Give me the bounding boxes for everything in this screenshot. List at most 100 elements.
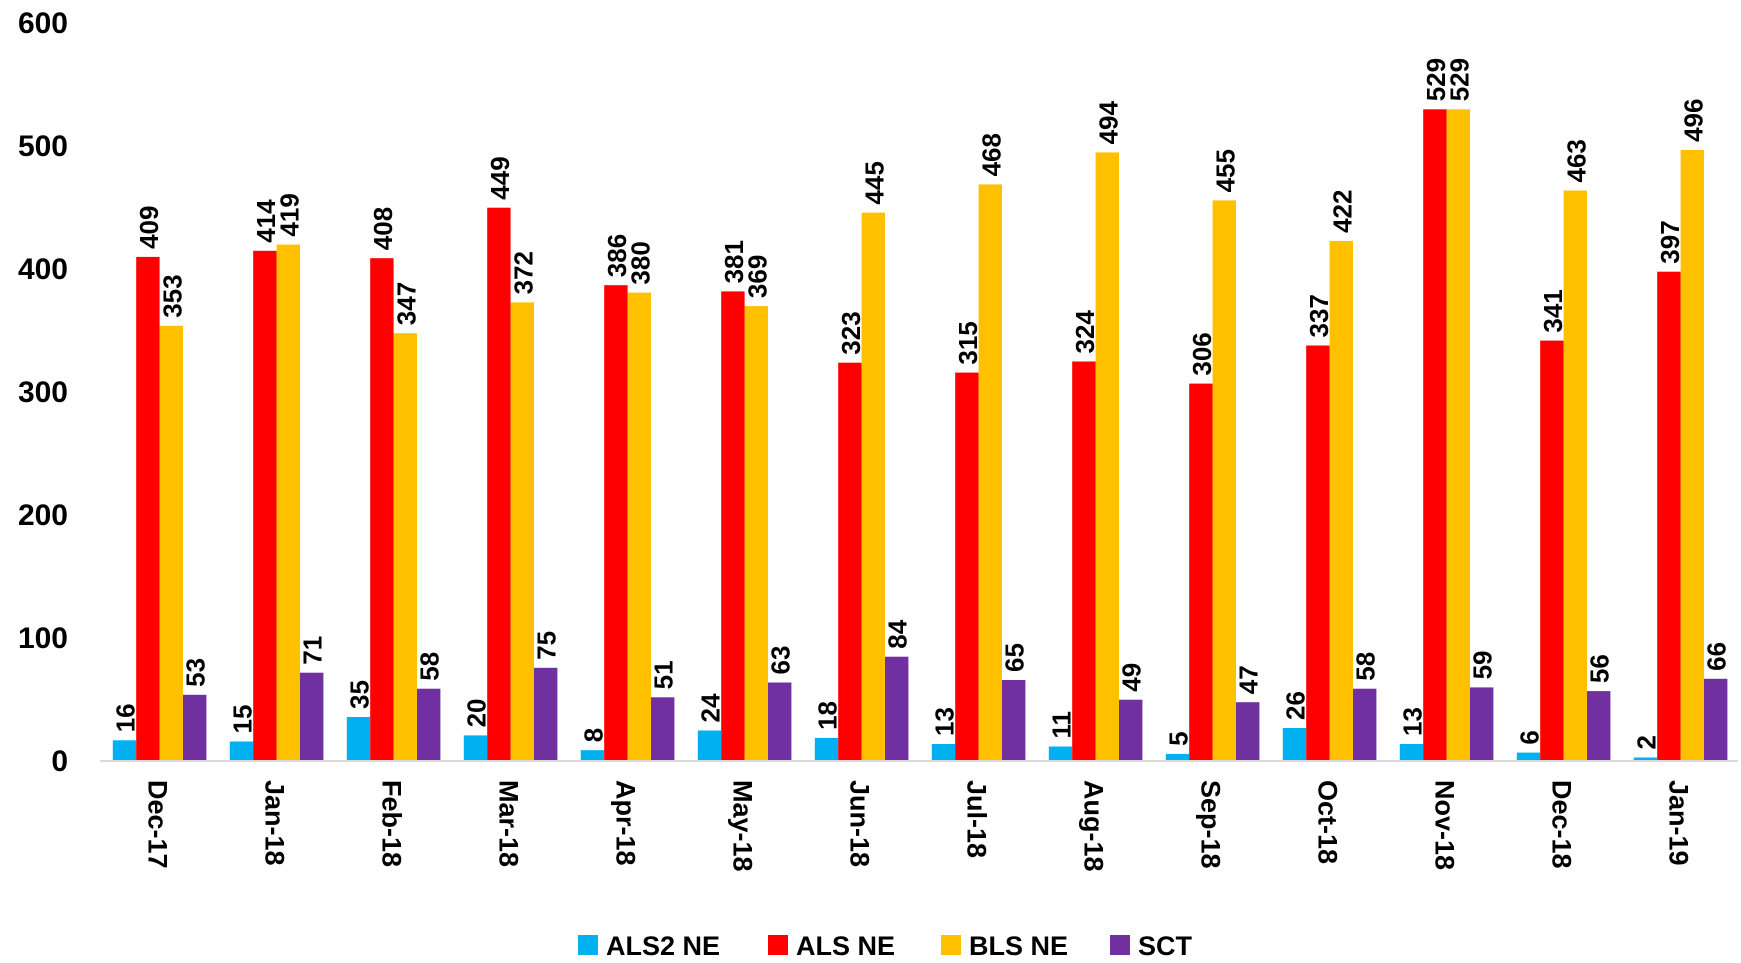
data-label: 49 (1117, 663, 1147, 692)
bar-als-ne (1306, 345, 1330, 760)
bar-als2-ne (1282, 728, 1307, 760)
data-label: 15 (228, 705, 258, 734)
bar-sct (300, 672, 324, 760)
data-label: 24 (696, 693, 726, 722)
bar-als-ne (721, 291, 745, 760)
bar-als2-ne (580, 750, 605, 760)
data-label: 496 (1678, 99, 1708, 142)
data-label: 59 (1468, 650, 1498, 679)
bar-bls-ne (744, 306, 768, 760)
data-label: 369 (742, 255, 772, 298)
bar-bls-ne (1680, 149, 1704, 760)
bar-als2-ne (229, 741, 254, 760)
bar-als-ne (604, 285, 628, 760)
bar-als-ne (1657, 271, 1681, 760)
bar-bls-ne (1212, 200, 1236, 760)
bar-sct (183, 694, 207, 760)
data-label: 5 (1164, 731, 1194, 745)
x-category-label: Jan-19 (1664, 780, 1694, 866)
data-label: 18 (813, 701, 843, 730)
y-tick-label: 600 (18, 7, 68, 40)
bar-bls-ne (861, 212, 885, 761)
data-label: 315 (953, 321, 983, 364)
data-label: 449 (485, 156, 515, 199)
x-category-label: Oct-18 (1313, 780, 1343, 864)
bar-bls-ne (1446, 109, 1470, 761)
bar-bls-ne (276, 244, 300, 761)
data-label: 408 (368, 207, 398, 250)
bar-sct (1002, 680, 1026, 760)
data-label: 16 (111, 703, 141, 732)
x-axis-category-labels: Dec-17 Jan-18 Feb-18 Mar-18 Apr-18 May-18 Jun-… (143, 780, 1694, 872)
x-category-label: Sep-18 (1196, 780, 1226, 869)
x-category-label: Jun-18 (845, 780, 875, 867)
data-label: 468 (976, 133, 1006, 176)
bar-als2-ne (931, 744, 956, 760)
x-category-label: Jan-18 (260, 780, 290, 866)
data-label: 20 (462, 698, 492, 727)
data-label: 409 (134, 206, 164, 249)
bar-als-ne (253, 250, 277, 761)
data-label: 414 (251, 199, 281, 243)
bar-als-ne (1189, 383, 1213, 760)
y-tick-label: 400 (18, 253, 68, 286)
chart-bars (112, 109, 1728, 761)
y-tick-label: 200 (18, 499, 68, 532)
legend-swatch (578, 935, 598, 955)
bar-als2-ne (112, 740, 137, 760)
bar-als2-ne (1633, 757, 1658, 760)
x-category-label: Dec-18 (1547, 780, 1577, 869)
bar-als-ne (136, 256, 160, 760)
data-label: 84 (883, 619, 913, 648)
data-label: 347 (391, 282, 421, 325)
data-label: 381 (719, 240, 749, 283)
x-category-label: May-18 (728, 780, 758, 872)
bar-sct (1470, 687, 1494, 760)
legend-swatch (768, 935, 788, 955)
data-label: 386 (602, 234, 632, 277)
data-label: 419 (274, 193, 304, 236)
bar-als-ne (1540, 340, 1564, 760)
data-label: 445 (859, 161, 889, 204)
data-label: 529 (1444, 58, 1474, 101)
data-label: 353 (157, 274, 187, 317)
data-label: 422 (1327, 190, 1357, 233)
bar-sct (1119, 699, 1143, 760)
data-label: 26 (1281, 691, 1311, 720)
data-label: 397 (1655, 220, 1685, 263)
bar-bls-ne (159, 325, 183, 760)
data-label: 75 (532, 631, 562, 660)
y-axis-tick-labels: 0 100 200 300 400 500 600 (18, 7, 68, 778)
x-category-label: Apr-18 (611, 780, 641, 866)
x-category-label: Dec-17 (143, 780, 173, 869)
data-label: 2 (1632, 735, 1662, 749)
legend-label: ALS2 NE (606, 931, 720, 961)
data-label: 463 (1561, 139, 1591, 182)
bar-als-ne (955, 372, 979, 760)
bar-sct (885, 656, 909, 760)
data-label: 53 (181, 658, 211, 687)
legend-label: SCT (1138, 931, 1193, 961)
bar-als2-ne (1516, 752, 1541, 760)
bar-bls-ne (393, 333, 417, 760)
bar-sct (651, 697, 675, 760)
bar-sct (1704, 678, 1728, 760)
data-label: 51 (649, 660, 679, 689)
data-label: 455 (1210, 149, 1240, 192)
chart-legend: ALS2 NE ALS NE BLS NE SCT (578, 931, 1193, 961)
x-category-label: Nov-18 (1430, 780, 1460, 870)
bar-bls-ne (1563, 190, 1587, 760)
data-label: 11 (1047, 711, 1077, 739)
data-label: 8 (579, 728, 609, 742)
y-tick-label: 0 (51, 745, 68, 778)
bar-bls-ne (627, 292, 651, 760)
bar-als2-ne (697, 730, 722, 760)
data-label: 56 (1585, 654, 1615, 683)
bar-als2-ne (814, 737, 839, 760)
bar-bls-ne (1095, 152, 1119, 760)
y-tick-label: 100 (18, 622, 68, 655)
data-label: 58 (415, 652, 445, 681)
data-label: 529 (1421, 58, 1451, 101)
y-tick-label: 500 (18, 130, 68, 163)
